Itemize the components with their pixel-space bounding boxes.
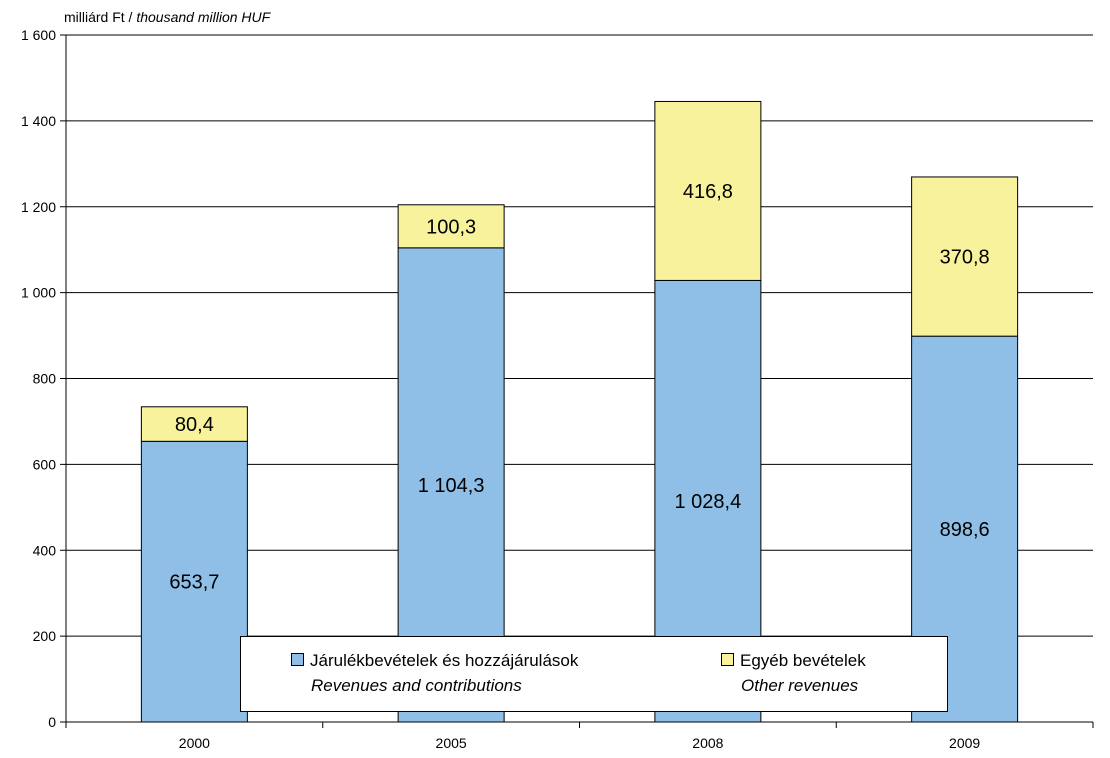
bar-other-2009 xyxy=(911,176,1019,337)
data-label-contributions-2005: 1 104,3 xyxy=(418,475,485,497)
legend-label-contributions-en: Revenues and contributions xyxy=(311,676,522,695)
data-label-other-2009: 370,8 xyxy=(940,247,990,269)
bar-other-2000 xyxy=(140,406,248,442)
legend-item-contributions: Járulékbevételek és hozzájárulások Reven… xyxy=(291,651,578,696)
data-label-other-2000: 80,4 xyxy=(175,414,214,436)
bar-contributions-2000 xyxy=(140,440,248,723)
legend-swatch-other xyxy=(721,653,734,666)
x-tick-label-2009: 2009 xyxy=(949,735,980,751)
y-tick-label: 800 xyxy=(33,371,57,387)
data-label-contributions-2008: 1 028,4 xyxy=(675,491,742,513)
data-labels: 653,7 80,4 1 104,3 100,3 1 028,4 416,8 898,6 37… xyxy=(169,181,989,594)
legend-label-contributions: Járulékbevételek és hozzájárulások xyxy=(310,651,579,670)
x-tick-label-2005: 2005 xyxy=(436,735,467,751)
bars xyxy=(140,100,1019,723)
legend-label-other: Egyéb bevételek xyxy=(740,651,866,670)
bar-other-2005 xyxy=(397,204,505,249)
legend-item-other: Egyéb bevételek Other revenues xyxy=(721,651,866,696)
y-tick-label: 0 xyxy=(48,714,56,730)
y-tick-label: 1 600 xyxy=(21,27,56,43)
x-tick-label-2000: 2000 xyxy=(179,735,210,751)
x-tick-label-2008: 2008 xyxy=(692,735,723,751)
bar-other-2008 xyxy=(654,100,762,281)
legend: Járulékbevételek és hozzájárulások Reven… xyxy=(240,636,948,712)
y-axis-unit-label: milliárd Ft / thousand million HUF xyxy=(64,9,272,25)
legend-label-other-en: Other revenues xyxy=(741,676,859,695)
data-label-other-2005: 100,3 xyxy=(426,216,476,238)
y-tick-label: 200 xyxy=(33,628,57,644)
legend-swatch-contributions xyxy=(291,653,304,666)
y-axis-unit-label-italic: thousand million HUF xyxy=(136,9,271,25)
y-tick-label: 600 xyxy=(33,456,57,472)
y-tick-label: 1 200 xyxy=(21,199,56,215)
tick-labels: 0 200 400 600 800 1 000 1 200 1 400 1 600 2000 200… xyxy=(21,27,980,751)
axes xyxy=(60,34,1094,728)
y-tick-label: 400 xyxy=(33,542,57,558)
data-label-other-2008: 416,8 xyxy=(683,181,733,203)
y-tick-label: 1 000 xyxy=(21,285,56,301)
data-label-contributions-2009: 898,6 xyxy=(940,519,990,541)
data-label-contributions-2000: 653,7 xyxy=(169,572,219,594)
y-tick-label: 1 400 xyxy=(21,113,56,129)
